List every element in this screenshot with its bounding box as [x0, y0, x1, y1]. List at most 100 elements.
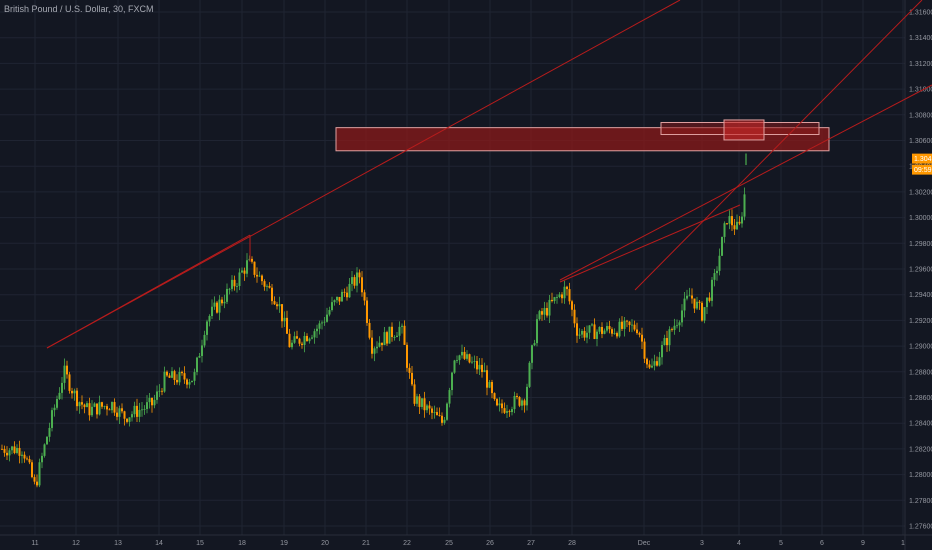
price-axis-label: 1.28600 [909, 395, 932, 402]
candle-up [308, 338, 311, 342]
price-axis-label: 1.29800 [909, 241, 932, 248]
candle-down [386, 332, 388, 344]
candle-up [43, 444, 46, 456]
candle-up [211, 306, 213, 317]
candle-up [213, 302, 216, 307]
candle-up [143, 408, 146, 410]
candle-down [216, 302, 218, 313]
candle-up [223, 301, 226, 304]
candle-down [621, 321, 623, 329]
candle-up [658, 357, 661, 366]
candle-down [641, 334, 643, 342]
candle-down [633, 324, 636, 330]
candle-down [358, 272, 361, 278]
time-axis-label: 22 [403, 540, 411, 547]
candle-down [31, 462, 33, 478]
candle-down [88, 403, 91, 416]
candle-up [316, 328, 318, 332]
price-axis-label: 1.27800 [909, 498, 932, 505]
candle-down [183, 373, 186, 380]
candle-down [583, 330, 586, 338]
candle-down [296, 336, 298, 339]
trendline[interactable] [559, 204, 741, 283]
candle-down [576, 323, 578, 336]
price-axis-label: 1.28400 [909, 421, 932, 428]
candle-down [243, 270, 246, 274]
candle-down [463, 351, 466, 359]
candle-up [131, 414, 133, 418]
candle-down [636, 329, 638, 334]
candle-down [263, 281, 266, 287]
candle-up [563, 286, 566, 299]
candle-up [421, 398, 423, 407]
candle-up [153, 399, 156, 406]
candle-down [476, 361, 478, 370]
trendline[interactable] [46, 234, 251, 349]
candle-up [331, 302, 333, 311]
candle-up [328, 310, 331, 315]
candle-up [653, 361, 656, 366]
price-axis-label: 1.28800 [909, 369, 932, 376]
candle-up [293, 336, 296, 343]
candle-up [528, 362, 531, 387]
candle-down [418, 396, 421, 407]
trendline[interactable] [46, 0, 681, 349]
candle-up [538, 311, 541, 320]
candle-down [168, 375, 171, 378]
trendline[interactable] [559, 84, 932, 281]
candle-down [186, 379, 188, 385]
candle-down [371, 337, 373, 354]
price-axis-label: 1.31600 [909, 10, 932, 17]
candle-up [51, 410, 53, 428]
candle-up [668, 329, 671, 346]
candle-up [401, 325, 403, 327]
candle-up [318, 323, 321, 329]
candle-up [266, 285, 268, 287]
candle-up [341, 291, 343, 302]
candle-down [626, 320, 628, 322]
candle-down [261, 275, 263, 282]
candle-down [708, 297, 711, 301]
zone-box-small[interactable] [723, 119, 765, 141]
candle-down [438, 415, 441, 416]
candle-up [396, 335, 398, 338]
candle-up [191, 380, 193, 383]
candle-down [501, 403, 503, 409]
candle-down [306, 335, 308, 342]
candle-up [356, 272, 358, 286]
candle-up [623, 320, 626, 329]
candle-up [63, 365, 66, 383]
candle-down [568, 289, 571, 302]
candle-up [673, 325, 676, 331]
candle-up [333, 300, 336, 303]
candle-up [548, 299, 551, 316]
candle-down [428, 405, 431, 409]
candle-up [713, 273, 716, 280]
time-axis-label: 15 [196, 540, 204, 547]
time-axis-label: 12 [72, 540, 80, 547]
candle-down [68, 374, 71, 391]
candle-up [686, 295, 688, 299]
candle-up [321, 322, 323, 324]
candle-up [171, 371, 173, 378]
candle-down [108, 409, 111, 411]
candle-down [121, 408, 123, 412]
candle-down [301, 343, 303, 345]
candle-down [546, 308, 548, 316]
candle-down [628, 321, 631, 326]
candle-up [426, 405, 428, 411]
candle-down [33, 477, 36, 482]
time-axis-label: 28 [568, 540, 576, 547]
candle-up [373, 348, 376, 354]
candle-up [721, 236, 723, 256]
trendline[interactable] [634, 0, 923, 291]
candle-down [101, 402, 103, 407]
candle-up [138, 409, 141, 417]
candle-down [18, 447, 21, 456]
candle-up [163, 371, 166, 392]
candle-up [723, 223, 726, 237]
candle-down [233, 279, 236, 287]
candle-up [303, 335, 306, 345]
